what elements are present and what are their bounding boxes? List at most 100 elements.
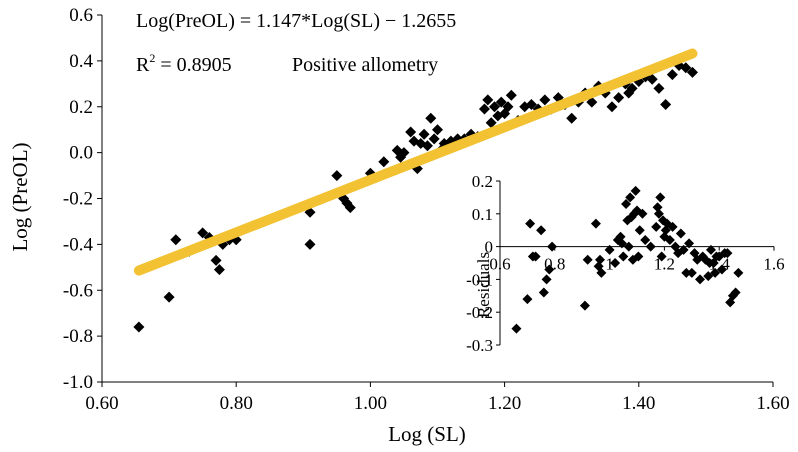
inset-x-tick-label: 0.6 — [489, 255, 510, 274]
main-data-point — [344, 202, 356, 214]
inset-data-point — [653, 208, 664, 219]
main-x-tick-label: 1.40 — [622, 393, 655, 414]
inset-data-point — [710, 267, 721, 278]
main-data-points — [133, 59, 698, 333]
inset-data-point — [536, 225, 547, 236]
inset-data-point — [615, 231, 626, 242]
main-data-point — [646, 73, 658, 85]
inset-data-point — [590, 218, 601, 229]
main-data-point — [331, 170, 343, 182]
inset-data-point — [618, 251, 629, 262]
inset-data-point — [667, 221, 678, 232]
regression-line-group — [133, 48, 698, 276]
inset-y-tick-label: 0 — [485, 238, 494, 257]
inset-data-point — [730, 287, 741, 298]
inset-x-tick-label: 1.6 — [763, 255, 784, 274]
main-data-point — [482, 94, 494, 106]
inset-data-point — [695, 274, 706, 285]
r-squared-value: = 0.8905 — [155, 54, 231, 76]
inset-axes — [496, 180, 775, 346]
inset-data-point — [733, 267, 744, 278]
inset-data-point — [547, 241, 558, 252]
main-data-point — [425, 112, 437, 124]
inset-data-point — [660, 225, 671, 236]
inset-data-point — [544, 264, 555, 275]
main-y-tick-label: -0.8 — [63, 326, 93, 347]
main-x-tick-label: 0.80 — [220, 393, 253, 414]
inset-data-point — [681, 267, 692, 278]
inset-y-tick-label: -0.2 — [466, 303, 493, 322]
inset-data-point — [623, 241, 634, 252]
inset-data-point — [637, 208, 648, 219]
inset-data-point — [703, 271, 714, 282]
main-data-point — [626, 82, 638, 94]
inset-data-point — [530, 251, 541, 262]
inset-data-point — [604, 244, 615, 255]
main-plot: -1.0-0.8-0.6-0.4-0.20.00.20.40.60.60 0.80… — [8, 5, 790, 446]
inset-data-point — [596, 267, 607, 278]
inset-data-point — [625, 192, 636, 203]
main-y-tick-label: 0.0 — [69, 143, 93, 164]
inset-data-point — [610, 258, 621, 268]
inset-data-point — [522, 294, 533, 305]
main-data-point — [197, 227, 209, 239]
main-y-tick-label: 0.6 — [69, 5, 93, 26]
main-data-point — [539, 94, 551, 106]
inset-data-point — [582, 254, 593, 265]
inset-data-point — [675, 228, 686, 239]
inset-data-point — [616, 238, 627, 249]
main-data-point — [210, 254, 222, 266]
main-data-point — [170, 234, 182, 246]
inset-data-point — [652, 202, 663, 213]
main-data-point — [398, 147, 410, 159]
main-data-point — [653, 82, 665, 94]
main-data-point — [405, 126, 417, 138]
inset-y-tick-label: 0.1 — [472, 205, 493, 224]
inset-data-point — [621, 198, 632, 209]
inset-data-point — [664, 235, 675, 246]
inset-data-point — [595, 254, 606, 265]
main-y-tick-label: -1.0 — [63, 372, 93, 393]
main-data-point — [666, 69, 678, 81]
main-data-point — [485, 117, 497, 129]
residuals-inset: 0.20.10-0.1-0.2-0.30.6 0.8 1 1.2 1.4 1.6 Resi… — [466, 172, 785, 355]
inset-data-points — [511, 185, 744, 334]
main-tick-labels: -1.0-0.8-0.6-0.4-0.20.00.20.40.60.60 0.80… — [63, 5, 790, 414]
main-data-point — [378, 156, 390, 168]
main-y-tick-label: 0.4 — [69, 51, 93, 72]
inset-data-point — [645, 241, 656, 252]
main-data-point — [133, 321, 145, 333]
main-data-point — [489, 101, 501, 113]
main-data-point — [613, 92, 625, 104]
x-axis-title: Log (SL) — [388, 422, 466, 446]
main-data-point — [304, 238, 316, 250]
inset-data-point — [655, 192, 666, 203]
main-data-point — [525, 98, 537, 110]
main-data-point — [421, 140, 433, 152]
inset-data-point — [640, 235, 651, 246]
r-squared-prefix: R — [136, 54, 150, 76]
main-data-point — [432, 124, 443, 136]
main-data-point — [606, 101, 618, 113]
inset-y-tick-label: 0.2 — [472, 172, 493, 191]
main-x-tick-label: 1.00 — [354, 393, 387, 414]
main-data-point — [505, 89, 517, 101]
r-squared-superscript: 2 — [149, 51, 155, 65]
y-axis-title: Log (PreOL) — [8, 142, 32, 251]
main-x-tick-label: 0.60 — [85, 393, 118, 414]
inset-data-point — [630, 185, 641, 196]
main-x-tick-label: 1.20 — [488, 393, 521, 414]
inset-data-point — [686, 267, 697, 278]
inset-data-point — [634, 225, 645, 236]
main-y-tick-label: -0.6 — [63, 280, 93, 301]
main-data-point — [680, 62, 692, 74]
inset-y-tick-label: -0.3 — [466, 336, 493, 355]
main-data-point — [163, 291, 175, 303]
main-data-point — [566, 112, 578, 124]
inset-data-point — [541, 274, 552, 285]
inset-x-tick-label: 1.2 — [654, 255, 675, 274]
inset-data-point — [579, 300, 590, 311]
main-data-point — [495, 96, 507, 108]
inset-x-tick-label: 1 — [605, 255, 614, 274]
